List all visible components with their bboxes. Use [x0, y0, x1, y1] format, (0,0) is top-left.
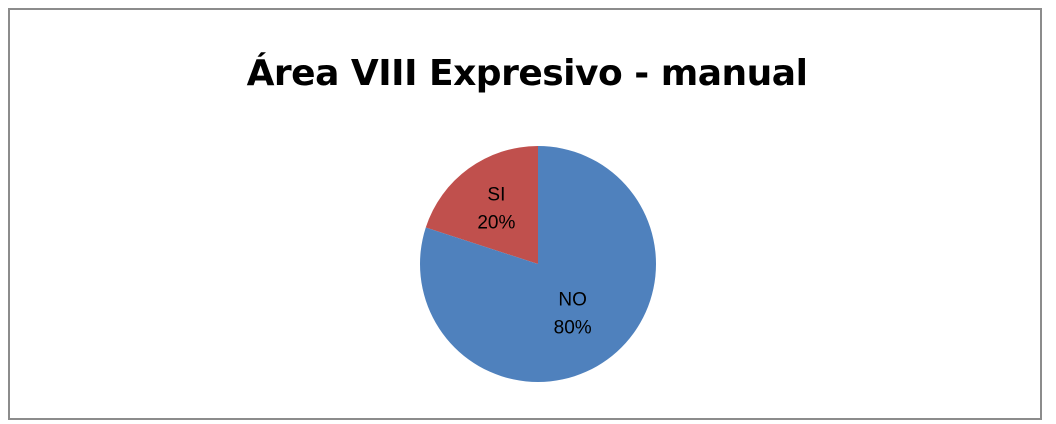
- slice-percent-si: 20%: [477, 213, 515, 234]
- slice-percent-no: 80%: [554, 318, 592, 339]
- pie-slice-si: [425, 146, 538, 264]
- slice-label-no: NO: [558, 290, 587, 311]
- pie-slice-no: [420, 146, 656, 383]
- slice-label-si: SI: [487, 185, 505, 206]
- chart-title: Área VIII Expresivo - manual: [246, 53, 808, 94]
